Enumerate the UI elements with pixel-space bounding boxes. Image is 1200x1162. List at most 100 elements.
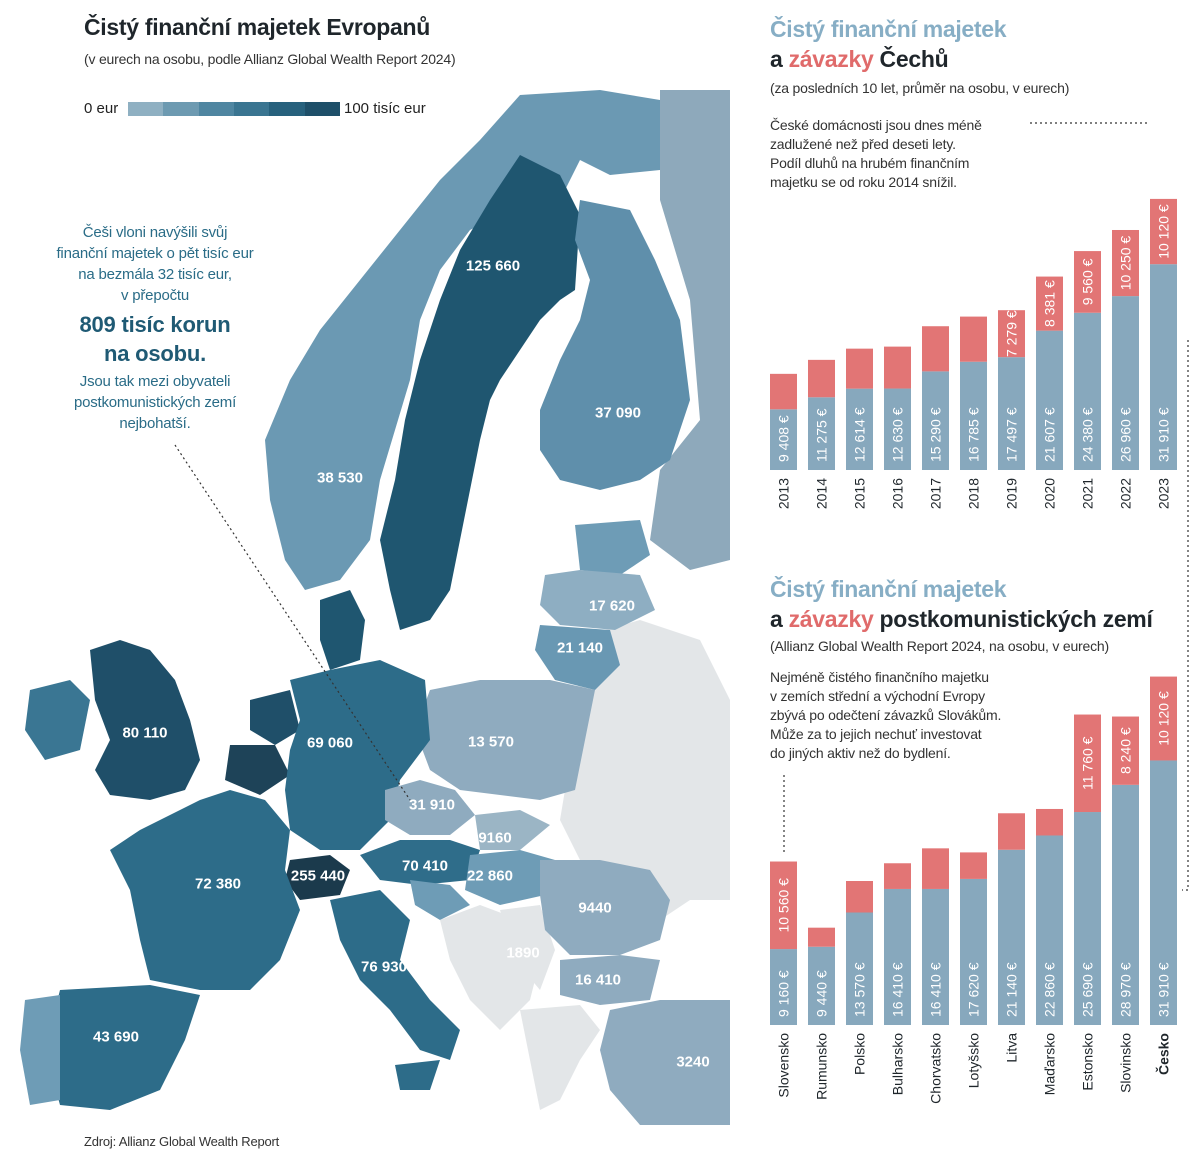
region-switzerland (285, 855, 350, 900)
chart1-category-label: 2021 (1080, 478, 1096, 509)
map-annotation: Češi vloni navýšili svůj finanční majete… (30, 222, 280, 434)
chart1-bar-liabilities (808, 359, 835, 398)
value-czechia: 31 910 (409, 796, 455, 814)
chart1-label-net: 11 275 € (814, 408, 830, 462)
chart2-bar-net (770, 949, 797, 1025)
annotation-line: Češi vloni navýšili svůj (82, 224, 228, 241)
chart1-label-net: 15 290 € (928, 407, 944, 462)
chart2-note-line: Může za to jejich nechuť investovat (770, 726, 982, 742)
region-uk (90, 640, 200, 800)
chart1-label-net: 24 380 € (1080, 407, 1096, 462)
chart2-label-net: 21 140 € (1004, 962, 1020, 1017)
chart2-title-rest: postkomunistických zemí (873, 606, 1153, 632)
value-finland: 37 090 (595, 404, 641, 422)
value-turkey: 3240 (676, 1053, 710, 1071)
legend-swatch (233, 102, 270, 116)
chart2-label-net: 9 440 € (814, 970, 830, 1017)
region-norway (265, 90, 660, 590)
region-italy (330, 890, 460, 1060)
chart1-bar-net (846, 388, 873, 470)
value-poland: 13 570 (468, 733, 514, 751)
region-croatia-slovenia (410, 880, 470, 920)
chart2-category-label: Rumunsko (814, 1033, 830, 1100)
region-netherlands (250, 690, 300, 745)
region-russia (650, 90, 730, 570)
cesko-connector (1182, 340, 1189, 891)
value-italy: 76 930 (361, 958, 407, 976)
chart1-label-net: 12 614 € (852, 407, 868, 462)
chart1-label-net: 31 910 € (1156, 407, 1172, 462)
annotation-line: v přepočtu (120, 287, 190, 304)
chart1-note-line: zadlužené než před deseti lety. (770, 136, 956, 152)
region-belarus-ukraine (560, 620, 730, 900)
legend-max-label: 100 tisíc eur (344, 100, 426, 117)
chart1-bar-liabilities (1112, 229, 1139, 297)
region-lithuania (535, 625, 620, 690)
region-poland (415, 680, 595, 800)
annotation-highlight-line: 809 tisíc korun (79, 312, 231, 337)
chart2-bar-liabilities (960, 852, 987, 879)
region-hungary (465, 850, 555, 905)
chart2-note-line: Nejméně čistého finančního majetku (770, 669, 989, 685)
region-greece (520, 1005, 600, 1110)
chart2-bar-net (960, 878, 987, 1025)
chart1-bar-liabilities (1150, 198, 1177, 265)
chart2-note: Nejméně čistého finančního majetku v zem… (770, 668, 1001, 763)
chart2-label-liabilities: 10 120 € (1156, 691, 1172, 746)
chart1-label-net: 17 497 € (1004, 407, 1020, 462)
chart1-bar-net (770, 409, 797, 470)
chart2-label-net: 9 160 € (776, 970, 792, 1017)
chart1-note-line: majetku se od roku 2014 snížil. (770, 174, 957, 190)
value-slovakia: 9160 (478, 829, 512, 847)
chart2-label-liabilities: 8 240 € (1118, 727, 1134, 774)
value-serbia: 1890 (506, 944, 540, 962)
chart1-category-label: 2015 (852, 478, 868, 509)
chart1-category-label: 2016 (890, 478, 906, 509)
chart2-bar-liabilities (922, 848, 949, 889)
chart2-label-liabilities: 11 760 € (1080, 736, 1096, 790)
chart1-category-label: 2019 (1004, 478, 1020, 509)
chart1-bar-net (1150, 264, 1177, 470)
chart1-category-label: 2013 (776, 478, 792, 509)
chart2-title-zavazky: závazky (788, 606, 874, 632)
region-austria (360, 840, 480, 885)
region-france (110, 790, 300, 990)
chart2-category-label: Slovinsko (1118, 1033, 1134, 1093)
chart1-label-net: 9 408 € (776, 415, 792, 462)
annotation-line: na bezmála 32 tisíc eur, (78, 266, 232, 283)
chart1-title-line2: a závazky Čechů (770, 44, 1006, 74)
legend-swatch (163, 102, 199, 116)
map-title: Čistý finanční majetek Evropanů (84, 14, 431, 40)
legend-min-label: 0 eur (84, 100, 119, 117)
chart2-label-net: 16 410 € (890, 962, 906, 1017)
chart1-bar-liabilities (960, 316, 987, 362)
chart2-bar-liabilities (770, 861, 797, 950)
value-france: 72 380 (195, 875, 241, 893)
chart2-bar-net (1112, 784, 1139, 1025)
chart1-bar-liabilities (922, 326, 949, 372)
chart2-category-label: Estonsko (1080, 1033, 1096, 1091)
chart1-label-liabilities: 8 381 € (1042, 280, 1058, 327)
chart2-label-net: 22 860 € (1042, 962, 1058, 1017)
chart1-bar-net (1112, 296, 1139, 470)
region-turkey (600, 1000, 730, 1125)
chart2-category-label: Chorvatsko (928, 1033, 944, 1104)
chart1-category-label: 2018 (966, 478, 982, 509)
annotation-highlight: 809 tisíc korun na osobu. (30, 310, 280, 368)
region-czechia (385, 780, 475, 835)
value-lithuania: 21 140 (557, 639, 603, 657)
region-sicily (395, 1060, 440, 1090)
value-norway: 38 530 (317, 469, 363, 487)
region-spain (45, 985, 200, 1110)
chart1-title-line1: Čistý finanční majetek (770, 16, 1007, 42)
region-slovakia (475, 810, 550, 850)
chart2-bar-liabilities (998, 813, 1025, 850)
chart1-bar-liabilities (1074, 251, 1101, 313)
chart2-category-label: Polsko (852, 1033, 868, 1075)
chart2-note-line: zbývá po odečtení závazků Slovákům. (770, 707, 1002, 723)
chart2-bar-liabilities (808, 927, 835, 947)
chart2-bar-net (808, 946, 835, 1025)
chart2-bar-net (884, 888, 911, 1025)
chart1-label-liabilities: 10 250 € (1118, 236, 1134, 291)
